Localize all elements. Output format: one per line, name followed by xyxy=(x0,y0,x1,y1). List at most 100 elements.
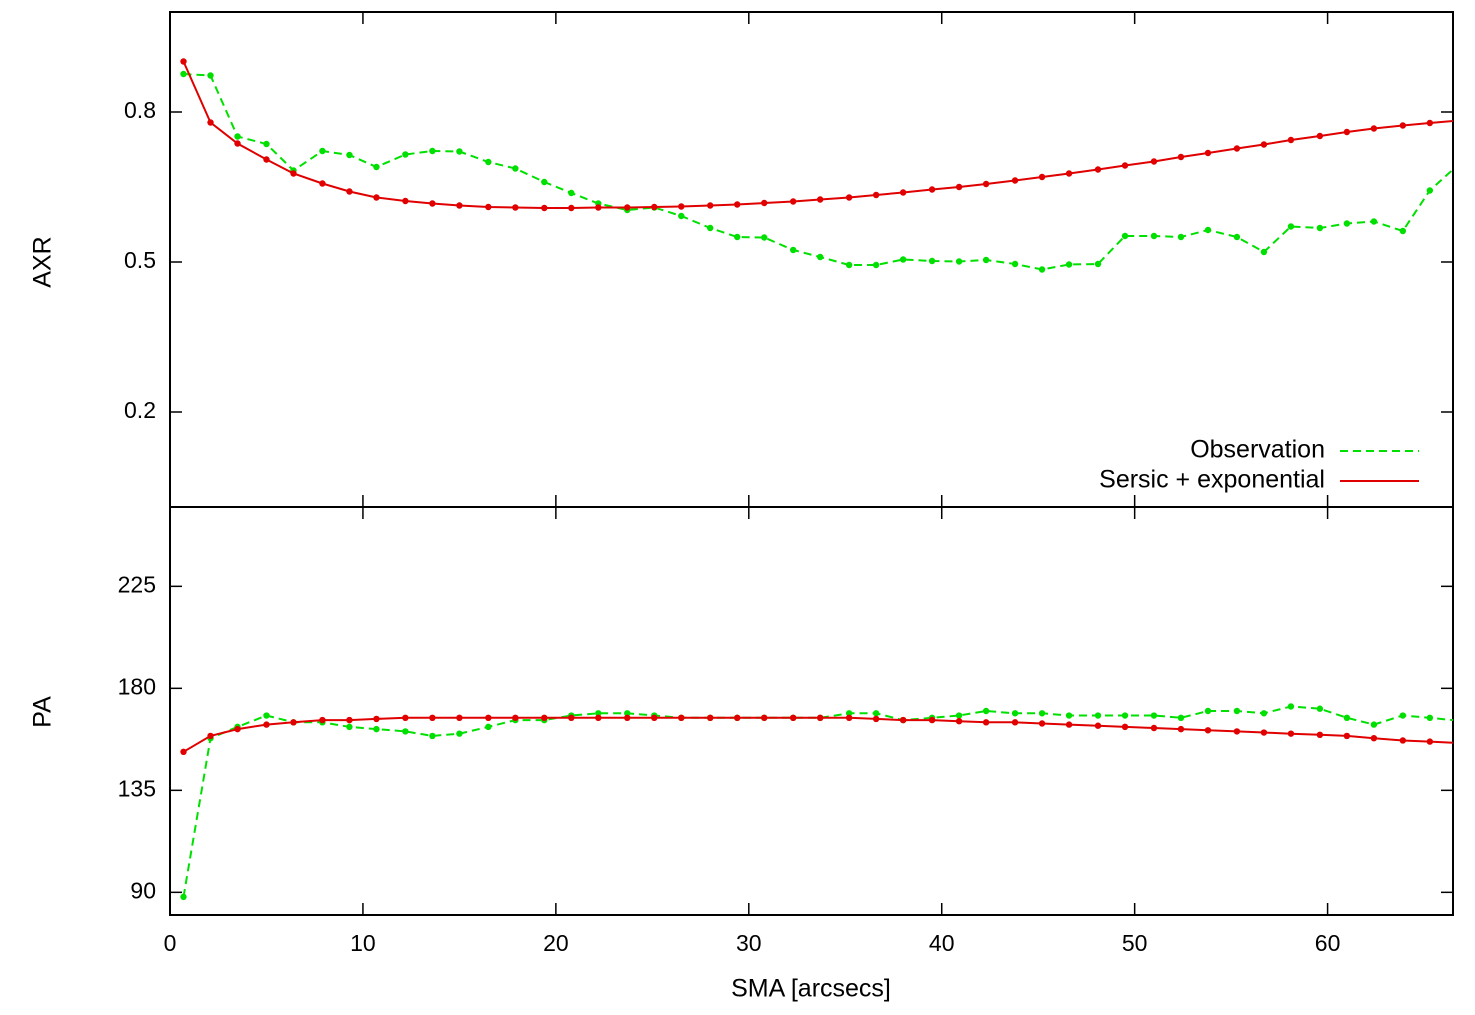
axr-point-sersic-exponential xyxy=(928,186,936,193)
pa-point-observation xyxy=(456,730,463,737)
pa-point-observation xyxy=(845,710,853,717)
pa-point-sersic-exponential xyxy=(955,718,963,725)
x-axis-title: SMA [arcsecs] xyxy=(731,975,891,1003)
axr-point-sersic-exponential xyxy=(1121,162,1129,169)
pa-y-axis-title: PA xyxy=(29,696,57,728)
pa-series-line-observation xyxy=(182,705,1454,898)
axr-point-sersic-exponential xyxy=(512,204,519,211)
pa-point-sersic-exponential xyxy=(899,716,907,724)
axr-point-observation xyxy=(485,158,492,166)
axr-point-observation xyxy=(707,224,714,232)
axr-point-sersic-exponential xyxy=(1287,136,1295,144)
axr-series-line-observation xyxy=(183,73,1454,271)
pa-y-tick-label: 135 xyxy=(118,775,156,801)
axr-point-observation xyxy=(1011,260,1019,268)
pa-y-ticks: 90 135 180 225 xyxy=(118,571,1453,903)
pa-point-observation xyxy=(1260,710,1268,717)
pa-point-sersic-exponential xyxy=(541,714,548,721)
x-tick-label: 50 xyxy=(1122,930,1148,956)
axr-point-sersic-exponential xyxy=(485,203,492,211)
pa-point-sersic-exponential xyxy=(1065,721,1073,728)
axr-point-observation xyxy=(429,147,436,155)
pa-point-sersic-exponential xyxy=(1233,728,1241,735)
pa-point-observation xyxy=(1204,707,1212,715)
axr-point-observation xyxy=(1204,226,1212,234)
axr-point-sersic-exponential xyxy=(1065,170,1073,177)
axr-point-sersic-exponential xyxy=(899,189,907,196)
pa-point-sersic-exponential xyxy=(1370,735,1378,742)
axr-point-observation xyxy=(678,212,685,220)
axr-point-sersic-exponential xyxy=(207,119,214,126)
pa-y-tick-label: 90 xyxy=(130,877,156,903)
pa-point-sersic-exponential xyxy=(872,715,880,723)
pa-point-observation xyxy=(624,710,631,717)
pa-point-sersic-exponential xyxy=(456,714,463,721)
axr-y-tick-label: 0.5 xyxy=(124,247,156,273)
pa-point-sersic-exponential xyxy=(1150,724,1158,732)
pa-point-sersic-exponential xyxy=(1094,722,1102,729)
axr-point-sersic-exponential xyxy=(1011,177,1019,184)
axr-point-sersic-exponential xyxy=(707,202,714,209)
pa-point-sersic-exponential xyxy=(1316,731,1324,738)
pa-point-observation xyxy=(402,728,409,735)
pa-point-sersic-exponential xyxy=(982,719,990,726)
pa-point-sersic-exponential xyxy=(845,714,853,721)
axr-point-observation xyxy=(373,163,380,171)
pa-point-observation xyxy=(1150,712,1158,719)
axr-point-observation xyxy=(263,140,270,148)
axr-point-sersic-exponential xyxy=(1399,122,1407,129)
pa-point-sersic-exponential xyxy=(651,714,658,721)
axr-point-observation xyxy=(402,151,409,158)
axr-point-sersic-exponential xyxy=(734,201,741,208)
pa-point-observation xyxy=(1177,714,1185,721)
pa-point-observation xyxy=(955,712,963,719)
axr-point-observation xyxy=(816,253,824,261)
pa-point-sersic-exponential xyxy=(263,721,270,728)
pa-point-observation xyxy=(373,725,380,733)
axr-point-sersic-exponential xyxy=(1370,125,1378,132)
axr-point-sersic-exponential xyxy=(595,204,602,211)
axr-point-observation xyxy=(234,133,241,140)
pa-point-sersic-exponential xyxy=(761,714,768,721)
axr-y-axis-title: AXR xyxy=(29,236,57,287)
axr-point-sersic-exponential xyxy=(789,198,797,205)
axr-point-observation xyxy=(1370,218,1378,225)
pa-point-observation xyxy=(1316,705,1324,712)
axr-panel: 0.2 0.5 0.8 AXR Observation Sersic + expon… xyxy=(29,11,1454,508)
pa-point-observation xyxy=(982,707,990,715)
legend-label-observation: Observation xyxy=(1190,436,1325,464)
axr-point-observation xyxy=(1287,223,1295,230)
pa-point-observation xyxy=(1370,721,1378,728)
axr-point-observation xyxy=(568,189,575,197)
pa-point-observation xyxy=(1121,712,1129,719)
axr-point-sersic-exponential xyxy=(624,204,631,211)
axr-point-observation xyxy=(761,234,768,241)
pa-point-observation xyxy=(1011,710,1019,717)
axr-point-sersic-exponential xyxy=(1426,119,1434,127)
axr-point-sersic-exponential xyxy=(761,199,768,207)
axr-point-observation xyxy=(1399,227,1407,235)
pa-point-sersic-exponential xyxy=(346,716,353,724)
axr-point-sersic-exponential xyxy=(1038,173,1046,181)
axr-point-observation xyxy=(845,261,853,269)
axr-point-sersic-exponential xyxy=(429,200,436,207)
axr-point-sersic-exponential xyxy=(1316,132,1324,140)
axr-point-observation xyxy=(982,256,990,264)
legend: Observation Sersic + exponential xyxy=(1099,436,1419,494)
pa-point-observation xyxy=(1426,714,1434,721)
axr-y-tick-label: 0.2 xyxy=(124,397,156,423)
axr-point-observation xyxy=(207,72,214,79)
x-tick-label: 40 xyxy=(929,930,955,956)
axr-point-sersic-exponential xyxy=(346,188,353,195)
axr-point-sersic-exponential xyxy=(541,204,548,212)
axr-point-observation xyxy=(872,261,880,269)
pa-point-sersic-exponential xyxy=(1038,720,1046,727)
axr-point-observation xyxy=(1038,266,1046,273)
axr-point-observation xyxy=(955,258,963,265)
pa-point-sersic-exponential xyxy=(373,715,380,723)
axr-point-sersic-exponential xyxy=(1094,166,1102,173)
axr-point-sersic-exponential xyxy=(1177,153,1185,161)
axr-point-sersic-exponential xyxy=(845,194,853,201)
axr-point-observation xyxy=(1316,224,1324,232)
